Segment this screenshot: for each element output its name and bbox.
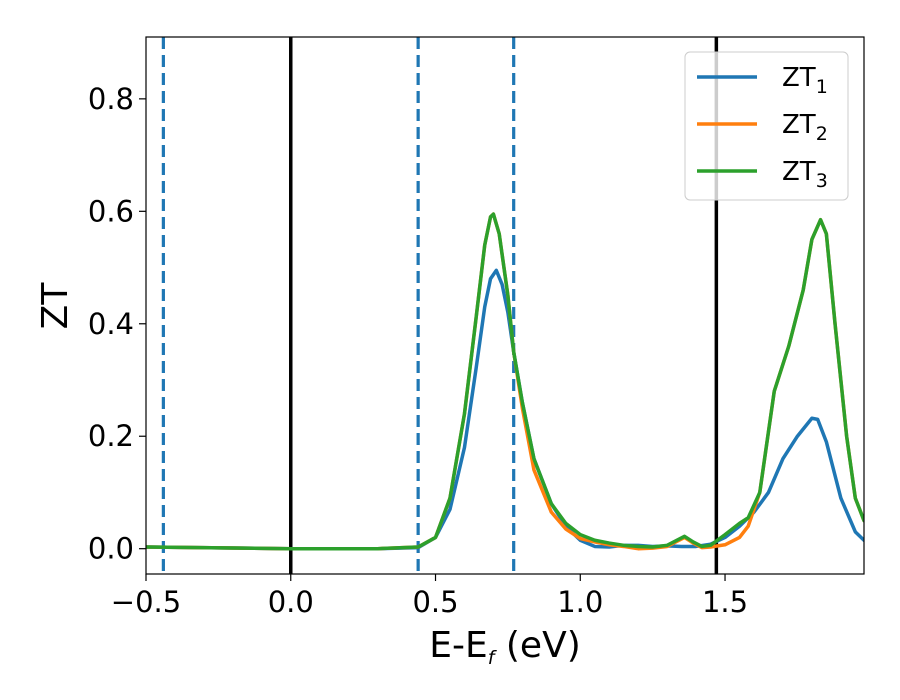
vertical-reference-lines: [161, 37, 719, 574]
x-tick-label: 0.0: [268, 585, 314, 619]
x-axis-ticks: −0.5 0.0 0.5 1.0 1.5: [111, 574, 748, 619]
y-tick-label: 0.2: [88, 419, 134, 453]
legend: ZT1 ZT2 ZT3: [684, 51, 849, 201]
y-tick-label: 0.6: [88, 194, 134, 228]
x-tick-label: 1.5: [702, 585, 748, 619]
y-tick-label: 0.8: [88, 82, 134, 116]
series-lines: [146, 212, 864, 551]
x-tick-label: 0.5: [412, 585, 458, 619]
y-tick-label: 0.4: [88, 307, 134, 341]
legend-label-zt3: ZT3: [782, 157, 828, 192]
legend-label-zt2: ZT2: [782, 110, 828, 145]
legend-label-zt1: ZT1: [782, 63, 828, 98]
series-line-zt1: [146, 268, 864, 551]
y-axis-label: ZT: [35, 282, 76, 330]
x-tick-label: 1.0: [557, 585, 603, 619]
x-tick-label: −0.5: [111, 585, 181, 619]
series-line-zt3: [146, 212, 864, 551]
x-axis-label: E-Ef (eV): [429, 625, 581, 669]
y-axis-ticks: 0.0 0.2 0.4 0.6 0.8: [88, 82, 146, 566]
plot-frame: [145, 36, 865, 575]
y-tick-label: 0.0: [88, 532, 134, 566]
legend-box: [684, 51, 849, 201]
